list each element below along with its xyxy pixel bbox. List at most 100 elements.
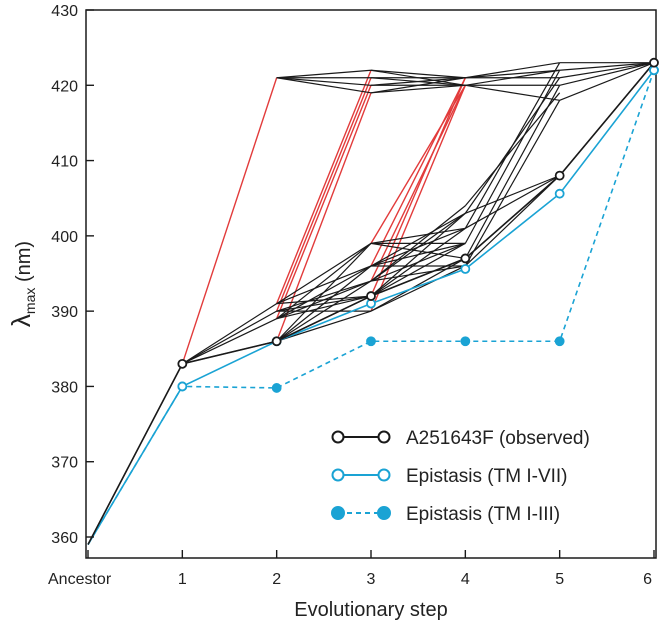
red-path-segment <box>370 84 466 282</box>
x-tick-label: Ancestor <box>48 571 112 588</box>
legend-marker-tm13 <box>331 506 345 520</box>
black-path-segment <box>370 227 466 244</box>
red-path-segment <box>370 77 466 267</box>
series-markers <box>177 57 659 393</box>
black-path-segment <box>465 175 560 229</box>
data-point-tm13 <box>554 336 565 347</box>
y-tick-label: 410 <box>51 154 78 171</box>
black-path-segment <box>276 295 372 320</box>
black-path-segment <box>465 175 560 214</box>
legend-marker-tm13 <box>377 506 391 520</box>
data-point-observed <box>177 358 188 369</box>
black-path-segment <box>464 84 561 259</box>
black-path-segment <box>276 77 372 94</box>
y-tick-label: 360 <box>51 530 78 547</box>
x-axis: Ancestor 1 2 3 4 5 6 <box>48 550 655 588</box>
red-path-segment <box>181 77 278 365</box>
data-point-tm17 <box>177 381 188 392</box>
y-tick-label: 430 <box>51 3 78 20</box>
data-point-tm17 <box>460 264 471 274</box>
y-tick-label: 420 <box>51 78 78 95</box>
black-path-segment <box>370 242 466 282</box>
red-path-segment <box>276 92 372 342</box>
black-path-segment <box>370 69 466 79</box>
red-path-segment <box>276 85 372 319</box>
black-path-segment <box>559 62 655 79</box>
legend-label-tm17: Epistasis (TM I-VII) <box>406 466 568 487</box>
data-point-tm13 <box>460 336 471 347</box>
data-point-tm13 <box>271 383 282 393</box>
red-path-segment <box>370 84 466 244</box>
black-path-segment <box>370 257 466 312</box>
black-path-segment <box>464 69 561 244</box>
black-path-segment <box>370 265 466 282</box>
black-path-segment <box>464 100 561 267</box>
data-point-observed <box>649 57 659 68</box>
black-path-segment <box>276 69 372 79</box>
black-path-segment <box>370 77 466 86</box>
y-tick-label: 390 <box>51 304 78 321</box>
black-path-segment <box>370 227 466 267</box>
x-tick-label: 5 <box>555 571 564 588</box>
black-path-segment <box>464 77 561 214</box>
black-path-segment <box>276 295 372 312</box>
black-path-segment <box>559 62 655 86</box>
y-axis-title-main: λ <box>6 314 36 327</box>
black-path-segment <box>370 212 466 267</box>
black-path-segment <box>370 242 466 267</box>
y-tick-label: 400 <box>51 229 78 246</box>
legend-marker-observed <box>377 430 391 444</box>
black-path-segment <box>559 62 655 71</box>
data-point-observed <box>271 336 282 347</box>
data-point-tm17 <box>554 188 565 199</box>
black-path-segment <box>464 92 561 207</box>
red-path-segment <box>276 77 372 312</box>
legend-marker-tm17 <box>331 468 345 482</box>
black-path-segment <box>464 175 561 267</box>
red-path-segment <box>276 69 372 304</box>
black-path-segment <box>465 84 560 101</box>
y-axis-title-sub: max <box>22 288 38 314</box>
black-path-segment <box>276 242 372 305</box>
x-tick-label: 2 <box>272 571 281 588</box>
data-point-observed <box>554 170 565 181</box>
y-axis-title-unit: (nm) <box>13 241 35 288</box>
x-tick-label: 4 <box>461 571 470 588</box>
y-axis: 360 370 380 390 400 410 420 430 <box>51 3 94 547</box>
black-path-segment <box>276 280 372 312</box>
black-path-segment <box>182 310 277 365</box>
x-tick-label: 6 <box>643 571 652 588</box>
black-path-segment <box>276 77 372 86</box>
black-path-segment <box>465 62 560 79</box>
black-path-network <box>87 62 655 545</box>
legend-label-tm13: Epistasis (TM I-III) <box>406 504 560 525</box>
black-path-segment <box>182 303 277 365</box>
legend-marker-observed <box>331 430 345 444</box>
y-tick-label: 380 <box>51 379 78 396</box>
legend-label-observed: A251643F (observed) <box>406 428 590 449</box>
red-path-segment <box>370 85 466 312</box>
black-path-segment <box>182 318 277 365</box>
red-path-network <box>181 69 466 365</box>
black-path-segment <box>276 265 372 305</box>
y-tick-label: 370 <box>51 455 78 472</box>
data-point-observed <box>460 253 471 264</box>
x-axis-title: Evolutionary step <box>294 599 447 621</box>
black-path-segment <box>276 265 372 320</box>
y-axis-title: λmax (nm) <box>6 241 38 327</box>
data-point-observed <box>366 291 376 301</box>
black-path-segment <box>559 62 655 101</box>
black-path-segment <box>276 310 372 342</box>
data-point-tm13 <box>366 336 376 347</box>
legend: A251643F (observed) Epistasis (TM I-VII) E… <box>331 428 590 525</box>
x-tick-label: 3 <box>367 571 376 588</box>
black-path-segment <box>370 242 466 297</box>
black-path-segment <box>465 69 560 79</box>
black-path-segment <box>370 69 466 86</box>
black-path-segment <box>370 242 466 260</box>
black-path-segment <box>276 295 372 305</box>
legend-marker-tm17 <box>377 468 391 482</box>
black-path-segment <box>370 84 466 94</box>
black-path-segment <box>370 265 466 312</box>
